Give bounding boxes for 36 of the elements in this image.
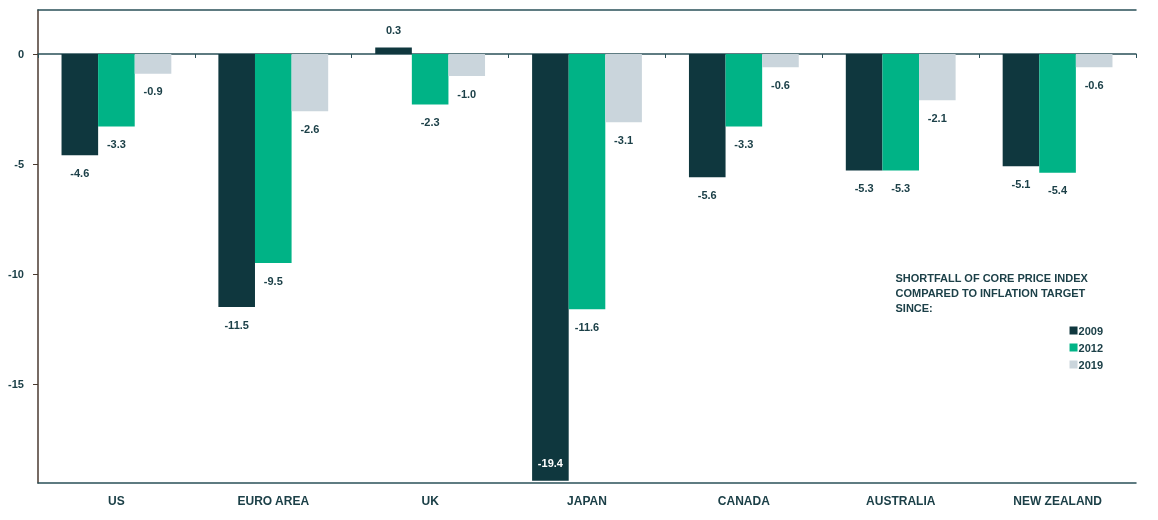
x-tick-label: CANADA [717,494,771,508]
data-label: -0.6 [770,78,790,91]
data-label: -5.6 [697,188,717,201]
data-label: -5.4 [1048,184,1068,197]
data-label: -3.3 [734,138,754,151]
data-label: -3.1 [614,133,634,146]
y-tick-label: -5 [14,158,24,170]
x-tick-label: NEW ZEALAND [1013,494,1103,508]
legend-label: 2019 [1078,358,1104,371]
x-tick-label: JAPAN [567,494,607,508]
y-tick-label: -10 [8,268,24,280]
y-tick-label: -15 [8,378,24,390]
data-label: -4.6 [70,166,90,179]
data-label: -2.3 [420,116,440,129]
data-label: -19.4 [537,457,564,470]
data-label: -2.6 [300,122,320,135]
data-label: -11.6 [574,320,600,333]
data-label: -11.5 [224,318,249,331]
data-label: -3.3 [106,138,126,151]
data-label: -5.1 [1011,177,1031,190]
data-label: -0.9 [143,85,163,98]
x-tick-label: UK [421,494,440,508]
data-label: -2.1 [927,111,947,124]
data-label: 0.3 [385,23,402,36]
legend-label: 2012 [1078,341,1104,354]
x-tick-label: EURO AREA [237,494,310,508]
data-label: -9.5 [263,274,283,287]
data-label: -1.0 [457,87,477,100]
x-tick-label: US [108,494,125,508]
data-label: -5.3 [854,182,874,195]
data-label: -5.3 [891,182,911,195]
y-tick-label: 0 [17,48,24,60]
legend-title: SHORTFALL OF CORE PRICE INDEX COMPARED TO INFLATION TARGET SINCE: [895,271,1089,314]
legend-label: 2009 [1078,324,1104,337]
data-label: -0.6 [1084,78,1104,91]
x-tick-label: AUSTRALIA [866,494,936,508]
